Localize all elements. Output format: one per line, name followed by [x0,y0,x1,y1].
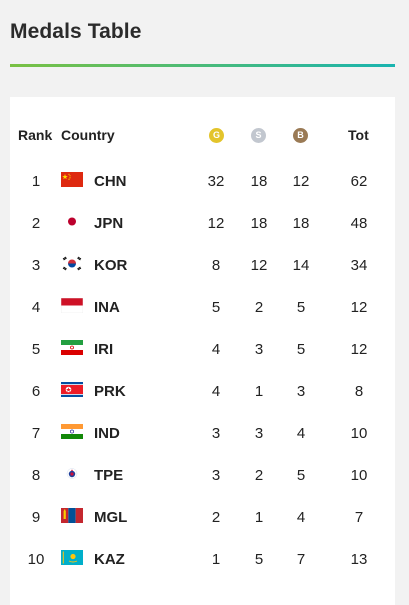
total-count: 12 [350,341,368,358]
indonesia-flag-icon [61,298,83,313]
silver-count: 2 [254,467,264,484]
total-count: 8 [354,383,364,400]
silver-count: 12 [250,257,268,274]
total-count: 34 [350,257,368,274]
kazakhstan-flag-icon [61,550,83,565]
total-count: 10 [350,467,368,484]
gold-count: 32 [207,173,225,190]
country-code: JPN [94,215,124,232]
rank-cell: 8 [31,467,41,484]
rank-cell: 2 [31,215,41,232]
table-row: 7 IND 3 3 4 10 [10,412,395,454]
bronze-medal-icon: B [293,128,308,143]
gold-count: 3 [211,467,221,484]
bronze-count: 12 [292,173,310,190]
country-code: KAZ [94,551,125,568]
rank-cell: 5 [31,341,41,358]
rank-cell: 7 [31,425,41,442]
north-korea-flag-icon [61,382,83,397]
gold-count: 8 [211,257,221,274]
medals-table: Rank Country G S B Tot 1 CHN 32 18 12 62… [10,97,395,605]
country-code: KOR [94,257,128,274]
table-row: 5 IRI 4 3 5 12 [10,328,395,370]
total-count: 7 [354,509,364,526]
table-row: 9 MGL 2 1 4 7 [10,496,395,538]
total-count: 12 [350,299,368,316]
country-code: INA [94,299,120,316]
total-count: 10 [350,425,368,442]
gold-count: 3 [211,425,221,442]
total-count: 13 [350,551,368,568]
gold-count: 1 [211,551,221,568]
rank-cell: 4 [31,299,41,316]
gold-count: 2 [211,509,221,526]
header-country: Country [61,127,115,143]
silver-count: 3 [254,341,264,358]
table-row: 1 CHN 32 18 12 62 [10,160,395,202]
mongolia-flag-icon [61,508,83,523]
rank-cell: 1 [31,173,41,190]
silver-count: 18 [250,215,268,232]
total-count: 62 [350,173,368,190]
silver-count: 1 [254,383,264,400]
bronze-count: 3 [296,383,306,400]
bronze-count: 4 [296,509,306,526]
rank-cell: 9 [31,509,41,526]
country-code: IRI [94,341,114,358]
bronze-count: 4 [296,425,306,442]
header-total: Tot [348,127,369,143]
silver-count: 5 [254,551,264,568]
table-header: Rank Country G S B Tot [10,97,395,173]
korea-flag-icon [61,256,83,271]
table-row: 6 PRK 4 1 3 8 [10,370,395,412]
japan-flag-icon [61,214,83,229]
country-code: PRK [94,383,126,400]
iran-flag-icon [61,340,83,355]
widget-title: Medals Table [10,20,142,43]
bronze-count: 5 [296,299,306,316]
chinese-taipei-flag-icon [61,466,83,481]
header-rank: Rank [18,127,53,143]
gold-count: 4 [211,341,221,358]
country-code: MGL [94,509,128,526]
china-flag-icon [61,172,83,187]
silver-count: 3 [254,425,264,442]
table-row: 10 KAZ 1 5 7 13 [10,538,395,580]
country-code: CHN [94,173,127,190]
bronze-count: 7 [296,551,306,568]
bronze-count: 5 [296,467,306,484]
gold-count: 5 [211,299,221,316]
rank-cell: 6 [31,383,41,400]
bronze-count: 18 [292,215,310,232]
table-row: 8 TPE 3 2 5 10 [10,454,395,496]
table-row: 2 JPN 12 18 18 48 [10,202,395,244]
total-count: 48 [350,215,368,232]
table-row: 3 KOR 8 12 14 34 [10,244,395,286]
title-underline [10,64,395,67]
bronze-count: 14 [292,257,310,274]
bronze-count: 5 [296,341,306,358]
silver-count: 2 [254,299,264,316]
gold-count: 4 [211,383,221,400]
rank-cell: 10 [27,551,45,568]
country-code: TPE [94,467,124,484]
table-row: 4 INA 5 2 5 12 [10,286,395,328]
gold-count: 12 [207,215,225,232]
rank-cell: 3 [31,257,41,274]
gold-medal-icon: G [209,128,224,143]
country-code: IND [94,425,120,442]
silver-count: 1 [254,509,264,526]
silver-count: 18 [250,173,268,190]
silver-medal-icon: S [251,128,266,143]
india-flag-icon [61,424,83,439]
